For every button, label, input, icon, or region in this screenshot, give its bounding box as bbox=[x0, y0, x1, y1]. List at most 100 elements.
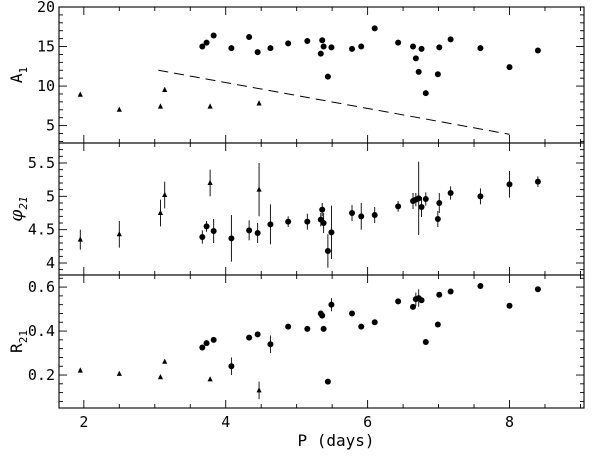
data-point-circle bbox=[412, 55, 419, 62]
data-point-circle bbox=[267, 221, 274, 228]
data-point-circle bbox=[506, 64, 513, 71]
data-point-circle bbox=[447, 190, 454, 196]
y-tick-label: 5 bbox=[46, 187, 55, 205]
trend-line bbox=[158, 69, 510, 135]
data-point-circle bbox=[267, 45, 274, 52]
data-point-triangle bbox=[77, 367, 83, 373]
data-point-circle bbox=[534, 47, 541, 54]
data-point-triangle bbox=[77, 91, 83, 97]
data-point-triangle bbox=[162, 86, 168, 92]
data-point-circle bbox=[324, 378, 331, 385]
data-point-circle bbox=[210, 336, 217, 343]
data-point-circle bbox=[534, 178, 541, 185]
data-point-triangle bbox=[116, 370, 122, 376]
y-axis-label: φ21 bbox=[7, 196, 30, 221]
data-point-circle bbox=[254, 49, 261, 56]
data-point-circle bbox=[328, 44, 335, 51]
y-tick-label: 0.4 bbox=[28, 322, 55, 340]
y-axis-label-subscript: 21 bbox=[17, 330, 30, 343]
data-point-triangle bbox=[256, 186, 262, 192]
data-point-circle bbox=[447, 288, 454, 295]
x-tick-label: 4 bbox=[221, 413, 230, 431]
data-point-circle bbox=[304, 38, 311, 44]
x-axis-label: P (days) bbox=[297, 431, 374, 450]
data-point-triangle bbox=[116, 106, 122, 112]
data-point-triangle bbox=[207, 103, 213, 109]
panel-frame bbox=[58, 6, 585, 144]
data-point-circle bbox=[447, 36, 454, 43]
data-point-circle bbox=[418, 204, 425, 210]
data-point-circle bbox=[246, 334, 253, 341]
data-point-circle bbox=[422, 90, 429, 97]
data-point-circle bbox=[422, 339, 429, 346]
data-point-circle bbox=[477, 193, 484, 200]
data-point-circle bbox=[228, 45, 235, 52]
data-point-circle bbox=[415, 195, 422, 202]
x-tick-label: 6 bbox=[363, 413, 372, 431]
data-point-circle bbox=[199, 344, 206, 351]
data-point-triangle bbox=[157, 103, 164, 109]
data-point-circle bbox=[418, 297, 425, 304]
data-point-circle bbox=[395, 298, 402, 305]
data-point-circle bbox=[434, 216, 441, 222]
x-tick-label: 8 bbox=[505, 413, 514, 431]
data-point-circle bbox=[199, 234, 206, 240]
data-point-circle bbox=[267, 341, 274, 348]
data-point-circle bbox=[371, 212, 378, 218]
y-tick-label: 20 bbox=[37, 0, 55, 16]
data-point-circle bbox=[410, 303, 417, 310]
data-point-circle bbox=[436, 44, 443, 51]
data-point-triangle bbox=[157, 209, 164, 215]
data-point-triangle bbox=[162, 191, 168, 197]
data-point-circle bbox=[349, 210, 356, 216]
data-point-circle bbox=[228, 363, 235, 370]
data-point-circle bbox=[434, 321, 441, 328]
data-point-triangle bbox=[207, 179, 213, 185]
data-point-circle bbox=[358, 323, 365, 330]
data-point-circle bbox=[254, 331, 261, 338]
panel-phi21: 4 4.5 5 5.5 φ21 bbox=[7, 142, 585, 276]
data-point-circle bbox=[320, 43, 327, 50]
data-point-circle bbox=[436, 291, 443, 298]
y-axis-label-subscript: 1 bbox=[17, 67, 30, 74]
y-tick-label: 4.5 bbox=[28, 221, 55, 239]
plot-layer: 5 10 15 20 A1 4 4.5 5 5.5 φ21 0.2 0.4 0.6 R21 2 4 6 8 bbox=[7, 0, 585, 431]
panel-A1: 5 10 15 20 A1 bbox=[7, 0, 585, 144]
y-tick-label: 4 bbox=[46, 254, 55, 272]
y-tick-label: 10 bbox=[37, 77, 55, 95]
data-point-circle bbox=[203, 223, 210, 230]
data-point-circle bbox=[319, 37, 326, 44]
x-tick-label: 2 bbox=[79, 413, 88, 431]
data-point-triangle bbox=[207, 376, 213, 382]
data-point-triangle bbox=[256, 387, 262, 393]
data-point-circle bbox=[228, 235, 235, 242]
data-point-triangle bbox=[256, 100, 262, 106]
y-axis-label: A1 bbox=[7, 67, 30, 83]
data-point-circle bbox=[477, 45, 484, 52]
data-point-circle bbox=[203, 39, 210, 46]
data-point-circle bbox=[304, 325, 311, 332]
data-point-circle bbox=[349, 310, 356, 317]
data-point-triangle bbox=[157, 373, 164, 380]
data-point-circle bbox=[285, 323, 292, 330]
data-point-circle bbox=[210, 32, 217, 39]
data-point-circle bbox=[477, 282, 484, 289]
data-point-circle bbox=[358, 213, 365, 220]
y-tick-label: 0.6 bbox=[28, 278, 55, 296]
data-point-circle bbox=[320, 220, 327, 226]
data-point-circle bbox=[285, 218, 292, 225]
data-point-circle bbox=[371, 319, 378, 326]
data-point-triangle bbox=[116, 231, 122, 237]
data-point-circle bbox=[324, 248, 331, 254]
data-point-circle bbox=[371, 25, 378, 32]
data-point-circle bbox=[324, 73, 331, 80]
y-tick-label: 5 bbox=[46, 117, 55, 135]
data-point-circle bbox=[319, 312, 326, 319]
data-point-circle bbox=[254, 230, 261, 236]
data-point-circle bbox=[285, 40, 292, 47]
data-point-circle bbox=[199, 43, 206, 50]
data-point-circle bbox=[422, 196, 429, 202]
data-point-circle bbox=[434, 71, 441, 78]
data-point-circle bbox=[395, 203, 402, 210]
